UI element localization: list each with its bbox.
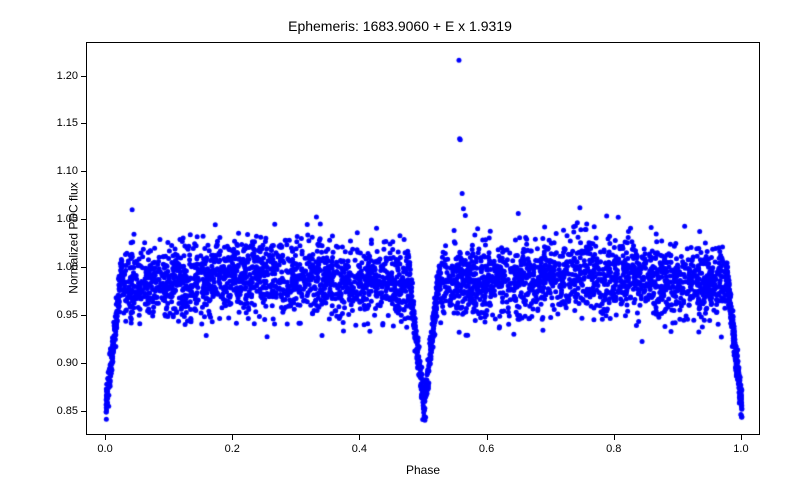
y-tick bbox=[81, 219, 86, 220]
y-tick-label: 0.95 bbox=[44, 309, 78, 321]
y-tick-label: 0.90 bbox=[44, 357, 78, 369]
x-tick-label: 0.0 bbox=[97, 443, 112, 455]
y-tick-label: 1.00 bbox=[44, 261, 78, 273]
scatter-canvas bbox=[87, 43, 761, 436]
y-tick-label: 0.85 bbox=[44, 405, 78, 417]
y-tick-label: 1.15 bbox=[44, 117, 78, 129]
y-tick bbox=[81, 315, 86, 316]
x-tick-label: 1.0 bbox=[733, 443, 748, 455]
x-tick bbox=[487, 435, 488, 440]
y-tick bbox=[81, 171, 86, 172]
plot-area bbox=[86, 42, 760, 435]
y-tick bbox=[81, 363, 86, 364]
x-tick bbox=[741, 435, 742, 440]
y-tick bbox=[81, 267, 86, 268]
y-tick-label: 1.05 bbox=[44, 213, 78, 225]
y-tick bbox=[81, 411, 86, 412]
x-axis-label: Phase bbox=[86, 463, 760, 477]
y-tick-label: 1.10 bbox=[44, 165, 78, 177]
x-tick bbox=[232, 435, 233, 440]
x-tick bbox=[359, 435, 360, 440]
light-curve-chart: Ephemeris: 1683.9060 + E x 1.9319 Normal… bbox=[0, 0, 800, 500]
y-tick-label: 1.20 bbox=[44, 70, 78, 82]
y-tick bbox=[81, 76, 86, 77]
x-tick bbox=[614, 435, 615, 440]
x-tick-label: 0.4 bbox=[352, 443, 367, 455]
y-tick bbox=[81, 123, 86, 124]
x-tick bbox=[105, 435, 106, 440]
x-tick-label: 0.8 bbox=[606, 443, 621, 455]
chart-title: Ephemeris: 1683.9060 + E x 1.9319 bbox=[0, 18, 800, 34]
x-tick-label: 0.6 bbox=[479, 443, 494, 455]
y-axis-label: Normalized PDC flux bbox=[67, 182, 81, 293]
x-tick-label: 0.2 bbox=[225, 443, 240, 455]
